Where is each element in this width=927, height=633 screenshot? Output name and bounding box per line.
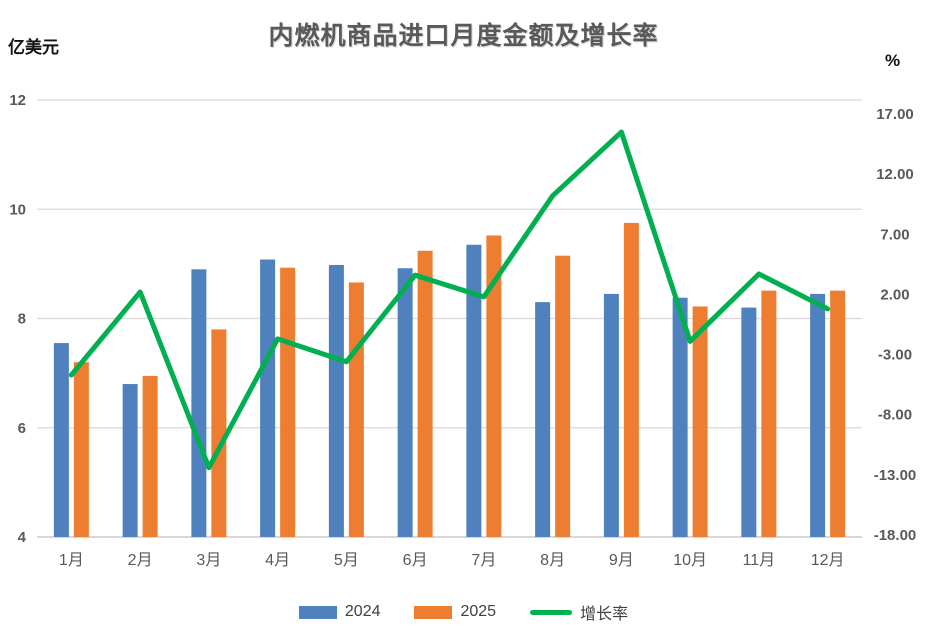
bar-2024-9月 xyxy=(603,293,619,537)
legend-item-2024: 2024 xyxy=(298,603,381,621)
right-axis-tick-label: 7.00 xyxy=(880,226,909,243)
bar-2024-6月 xyxy=(397,268,413,537)
chart-legend: 2024 2025 增长率 xyxy=(0,600,927,624)
left-axis-tick-label: 4 xyxy=(18,529,27,546)
x-axis-month-label: 2月 xyxy=(128,552,153,569)
bar-2024-10月 xyxy=(672,297,688,537)
legend-item-growth-rate: 增长率 xyxy=(530,600,628,624)
right-axis-tick-label: -13.00 xyxy=(874,467,917,484)
bar-2024-5月 xyxy=(328,264,344,537)
x-axis-month-label: 11月 xyxy=(743,552,776,569)
left-axis-tick-label: 12 xyxy=(9,92,26,109)
bar-2025-3月 xyxy=(211,329,227,537)
bar-2024-8月 xyxy=(535,302,551,537)
legend-swatch-growth-line-icon xyxy=(530,609,573,615)
right-axis-tick-label: 17.00 xyxy=(876,106,914,123)
bar-2024-7月 xyxy=(466,244,482,537)
x-axis-month-label: 5月 xyxy=(334,552,359,569)
x-axis-month-label: 12月 xyxy=(811,552,845,569)
bar-2024-1月 xyxy=(53,343,69,537)
bar-2024-2月 xyxy=(122,384,138,537)
right-axis-tick-label: 2.00 xyxy=(880,286,909,303)
right-axis-tick-label: -18.00 xyxy=(874,527,917,544)
bar-2024-11月 xyxy=(741,307,757,537)
bar-2025-10月 xyxy=(692,306,708,537)
chart-title: 内燃机商品进口月度金额及增长率 xyxy=(268,22,659,50)
bar-2025-4月 xyxy=(280,267,296,537)
bar-2024-4月 xyxy=(260,259,276,537)
left-axis-tick-label: 10 xyxy=(9,201,26,218)
bar-2025-9月 xyxy=(623,222,639,537)
x-axis-month-label: 7月 xyxy=(471,552,496,569)
bar-2025-6月 xyxy=(417,250,433,537)
left-axis-tick-label: 6 xyxy=(18,420,26,437)
bar-2025-7月 xyxy=(486,235,502,537)
bar-2025-8月 xyxy=(555,255,571,537)
x-axis-month-label: 10月 xyxy=(673,552,707,569)
right-axis-tick-label: -3.00 xyxy=(878,347,912,364)
right-axis-tick-label: 12.00 xyxy=(876,166,914,183)
growth-rate-line xyxy=(68,129,831,471)
bar-2025-5月 xyxy=(348,282,364,537)
bar-2024-3月 xyxy=(191,269,207,537)
right-axis-tick-label: -8.00 xyxy=(878,407,912,424)
legend-label-2024: 2024 xyxy=(344,603,381,620)
right-axis-unit-label: % xyxy=(885,51,901,70)
bar-2025-11月 xyxy=(761,290,777,537)
bar-2025-1月 xyxy=(73,362,89,537)
legend-label-growth-rate: 增长率 xyxy=(580,606,629,623)
x-axis-month-label: 6月 xyxy=(403,552,428,569)
x-axis-month-label: 9月 xyxy=(609,552,634,569)
legend-swatch-2024-icon xyxy=(298,605,337,619)
x-axis-month-label: 3月 xyxy=(196,552,221,569)
left-axis-tick-label: 8 xyxy=(18,311,26,328)
bar-2025-12月 xyxy=(830,290,846,537)
x-axis-month-label: 1月 xyxy=(59,552,84,569)
legend-item-2025: 2025 xyxy=(414,603,496,621)
left-axis-unit-label: 亿美元 xyxy=(8,38,59,57)
bar-2024-12月 xyxy=(810,293,826,537)
x-axis-month-label: 8月 xyxy=(540,552,565,569)
legend-label-2025: 2025 xyxy=(460,603,497,620)
x-axis-month-label: 4月 xyxy=(265,552,290,569)
legend-swatch-2025-icon xyxy=(414,605,453,619)
bar-2025-2月 xyxy=(142,375,158,537)
